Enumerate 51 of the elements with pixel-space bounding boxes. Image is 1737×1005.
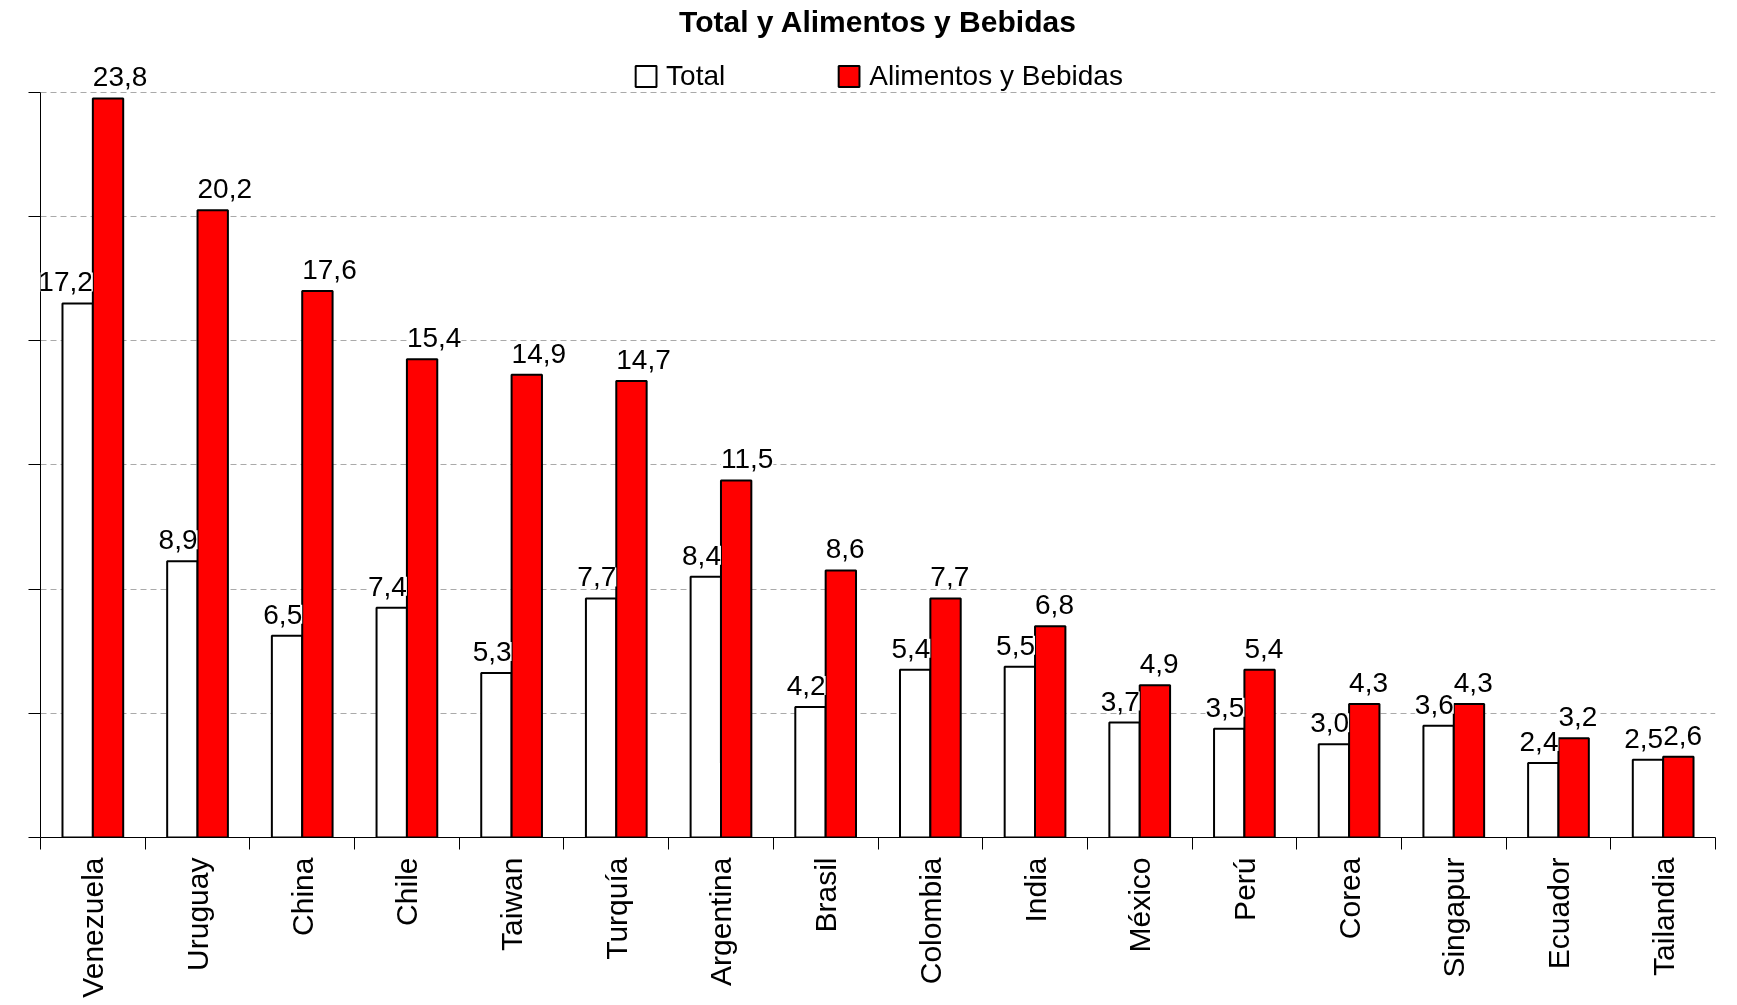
chart-title: Total y Alimentos y Bebidas (679, 5, 1076, 38)
x-tick-label: Corea (1332, 857, 1366, 940)
data-label: 3,7 (1100, 685, 1140, 717)
data-label: 3,2 (1558, 701, 1598, 733)
data-label: 15,4 (406, 322, 462, 354)
data-label: 6,8 (1035, 589, 1074, 621)
x-tick-label: Singapur (1437, 857, 1471, 978)
data-label: 3,0 (1310, 707, 1350, 739)
x-tick-label: China (285, 857, 319, 936)
x-tick-label: Uruguay (181, 857, 215, 971)
x-tick-label: Turquía (599, 857, 633, 960)
data-label: 4,3 (1349, 666, 1389, 698)
data-label: 14,9 (511, 337, 567, 369)
x-tick-label: Brasil (809, 857, 843, 933)
data-label: 17,6 (302, 253, 357, 285)
data-label: 5,4 (1244, 632, 1284, 664)
x-tick-label: Taiwan (495, 857, 529, 951)
x-tick-label: Perú (1227, 857, 1261, 921)
x-tick-label: Chile (390, 857, 424, 926)
x-tick-label: México (1123, 857, 1157, 953)
data-label: 14,7 (616, 344, 671, 376)
data-label: 2,6 (1663, 719, 1703, 751)
x-tick-label: Tailandia (1646, 857, 1680, 976)
data-label: 3,5 (1205, 691, 1245, 723)
data-label: 7,7 (930, 561, 970, 593)
data-label: 4,3 (1453, 666, 1493, 698)
data-label: 8,9 (158, 524, 198, 556)
data-label: 7,7 (577, 561, 617, 593)
data-label: 2,4 (1519, 725, 1559, 757)
data-label: 11,5 (720, 443, 774, 475)
data-label: 6,5 (263, 598, 303, 630)
x-tick-label: Colombia (913, 857, 947, 985)
data-label: 4,2 (786, 670, 826, 702)
data-label: 17,2 (38, 266, 93, 298)
data-label: 5,3 (472, 635, 512, 667)
x-tick-label: Venezuela (76, 857, 110, 998)
data-label: 23,8 (92, 61, 148, 93)
x-tick-label: Argentina (704, 857, 738, 986)
data-label: 2,5 (1624, 722, 1664, 754)
data-label: 3,6 (1414, 688, 1454, 720)
x-tick-label: India (1018, 857, 1052, 923)
data-label: 7,4 (367, 570, 407, 602)
data-label: 4,9 (1139, 648, 1179, 680)
data-label: 5,4 (891, 632, 931, 664)
data-label: 8,6 (825, 533, 865, 565)
data-label: 5,5 (996, 629, 1036, 661)
data-label: 8,4 (682, 539, 721, 571)
x-tick-label: Ecuador (1541, 857, 1575, 970)
data-label: 20,2 (197, 173, 253, 205)
legend-label: Alimentos y Bebidas (869, 60, 1123, 92)
legend-label: Total (666, 60, 726, 92)
